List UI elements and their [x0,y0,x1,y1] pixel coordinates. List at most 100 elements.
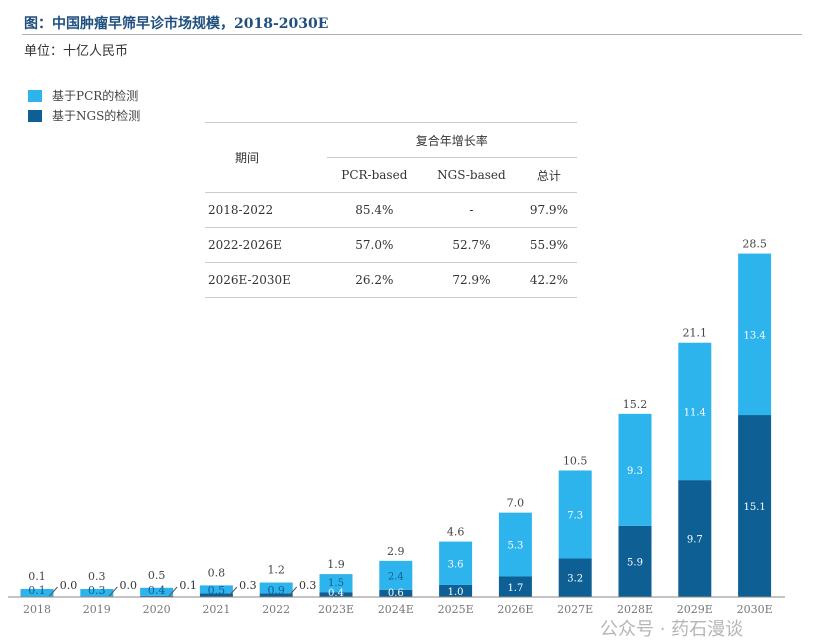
bar-ngs [199,593,233,597]
col-header-total: 总计 [520,157,577,193]
ngs-cell: 52.7% [422,227,521,263]
legend-swatch-pcr [28,89,42,102]
label-total: 0.8 [208,566,226,579]
legend-item-ngs: 基于NGS的检测 [28,107,140,124]
bar-ngs [439,584,473,597]
x-tick-label: 2023E [318,603,354,616]
table-row: 2022-2026E 57.0% 52.7% 55.9% [205,227,577,263]
label-pcr: 0.4 [148,584,166,597]
total-cell: 55.9% [520,227,577,263]
label-pcr: 0.5 [208,584,226,597]
bar-ngs [319,592,353,597]
label-ngs: 0.0 [120,579,138,592]
col-header-ngs: NGS-based [422,157,521,193]
ngs-cell: - [422,192,521,228]
label-pcr: 7.3 [567,510,583,521]
bar-pcr [379,560,413,590]
unit-label: 单位：十亿人民币 [24,44,129,59]
period-cell: 2022-2026E [205,227,327,263]
cagr-table: 期间 复合年增长率 PCR-based NGS-based 总计 2018-20… [205,122,577,298]
label-ngs: 1.7 [507,583,523,594]
label-pcr: 1.5 [328,578,344,589]
label-total: 1.9 [327,558,345,571]
label-pcr: 9.3 [627,466,643,477]
legend-swatch-ngs [28,109,42,122]
label-ngs: 0.4 [328,588,344,599]
pcr-cell: 85.4% [326,192,422,228]
period-cell: 2018-2022 [205,192,327,228]
pcr-cell: 57.0% [326,227,422,263]
label-ngs: 1.0 [448,587,464,598]
label-total: 1.2 [267,564,285,577]
watermark: 公众号 · 药石漫谈 [600,619,744,640]
bar-pcr [140,587,174,596]
bar-ngs [259,593,293,597]
label-ngs: 0.0 [60,579,78,592]
x-tick-label: 2020 [143,603,171,616]
x-tick-label: 2021 [202,603,230,616]
x-tick-label: 2030E [737,603,773,616]
label-total: 0.1 [28,570,46,583]
leader-line [228,586,238,597]
x-tick-label: 2029E [677,603,713,616]
label-ngs: 5.9 [627,557,643,568]
label-pcr: 5.3 [507,541,523,552]
bar-pcr [558,470,592,559]
bar-pcr [738,253,772,416]
label-pcr: 13.4 [743,330,765,341]
bar-pcr [199,585,233,594]
label-total: 7.0 [507,497,525,510]
bar-ngs [498,576,532,597]
label-total: 4.6 [447,526,465,539]
label-total: 2.9 [387,545,405,558]
bar-pcr [259,582,293,594]
ngs-cell: 72.9% [422,262,521,298]
label-total: 10.5 [563,454,588,467]
label-ngs: 0.3 [299,579,317,592]
label-total: 21.1 [683,327,708,340]
bar-pcr [20,589,54,597]
period-header: 期间 [205,122,327,193]
legend-label-pcr: 基于PCR的检测 [52,89,139,103]
chart-title: 图：中国肿瘤早筛早诊市场规模，2018-2030E [24,16,329,32]
bar-ngs [738,415,772,597]
x-tick-label: 2018 [23,603,51,616]
label-total: 0.5 [148,569,166,582]
label-pcr: 0.3 [88,584,106,597]
bar-pcr [319,574,353,593]
table-row: 2018-2022 85.4% - 97.9% [205,192,577,228]
label-total: 15.2 [623,398,648,411]
leader-line [168,586,178,597]
x-tick-label: 2028E [617,603,653,616]
table-row: 2026E-2030E 26.2% 72.9% 42.2% [205,262,577,298]
label-ngs: 15.1 [743,502,765,513]
title-divider [22,34,802,35]
bar-ngs [618,525,652,597]
label-pcr: 3.6 [448,559,464,570]
bar-ngs [379,589,413,597]
bar-pcr [498,512,532,577]
total-cell: 97.9% [520,192,577,228]
label-total: 0.3 [88,570,106,583]
period-cell: 2026E-2030E [205,262,327,298]
col-header-pcr: PCR-based [326,157,422,193]
label-pcr: 11.4 [684,407,706,418]
label-ngs: 0.1 [179,579,197,592]
bar-pcr [618,413,652,526]
label-pcr: 2.4 [388,571,404,582]
label-ngs: 3.2 [567,574,583,585]
bar-pcr [439,541,473,585]
label-pcr: 0.1 [28,584,46,597]
bar-ngs [140,595,174,597]
x-tick-label: 2025E [438,603,474,616]
cagr-group-header: 复合年增长率 [326,122,577,158]
x-tick-label: 2019 [83,603,111,616]
bar-ngs [558,558,592,597]
legend-item-pcr: 基于PCR的检测 [28,87,138,104]
bar-pcr [678,342,712,481]
label-total: 28.5 [742,238,767,251]
total-cell: 42.2% [520,262,577,298]
bar-pcr [80,589,114,597]
